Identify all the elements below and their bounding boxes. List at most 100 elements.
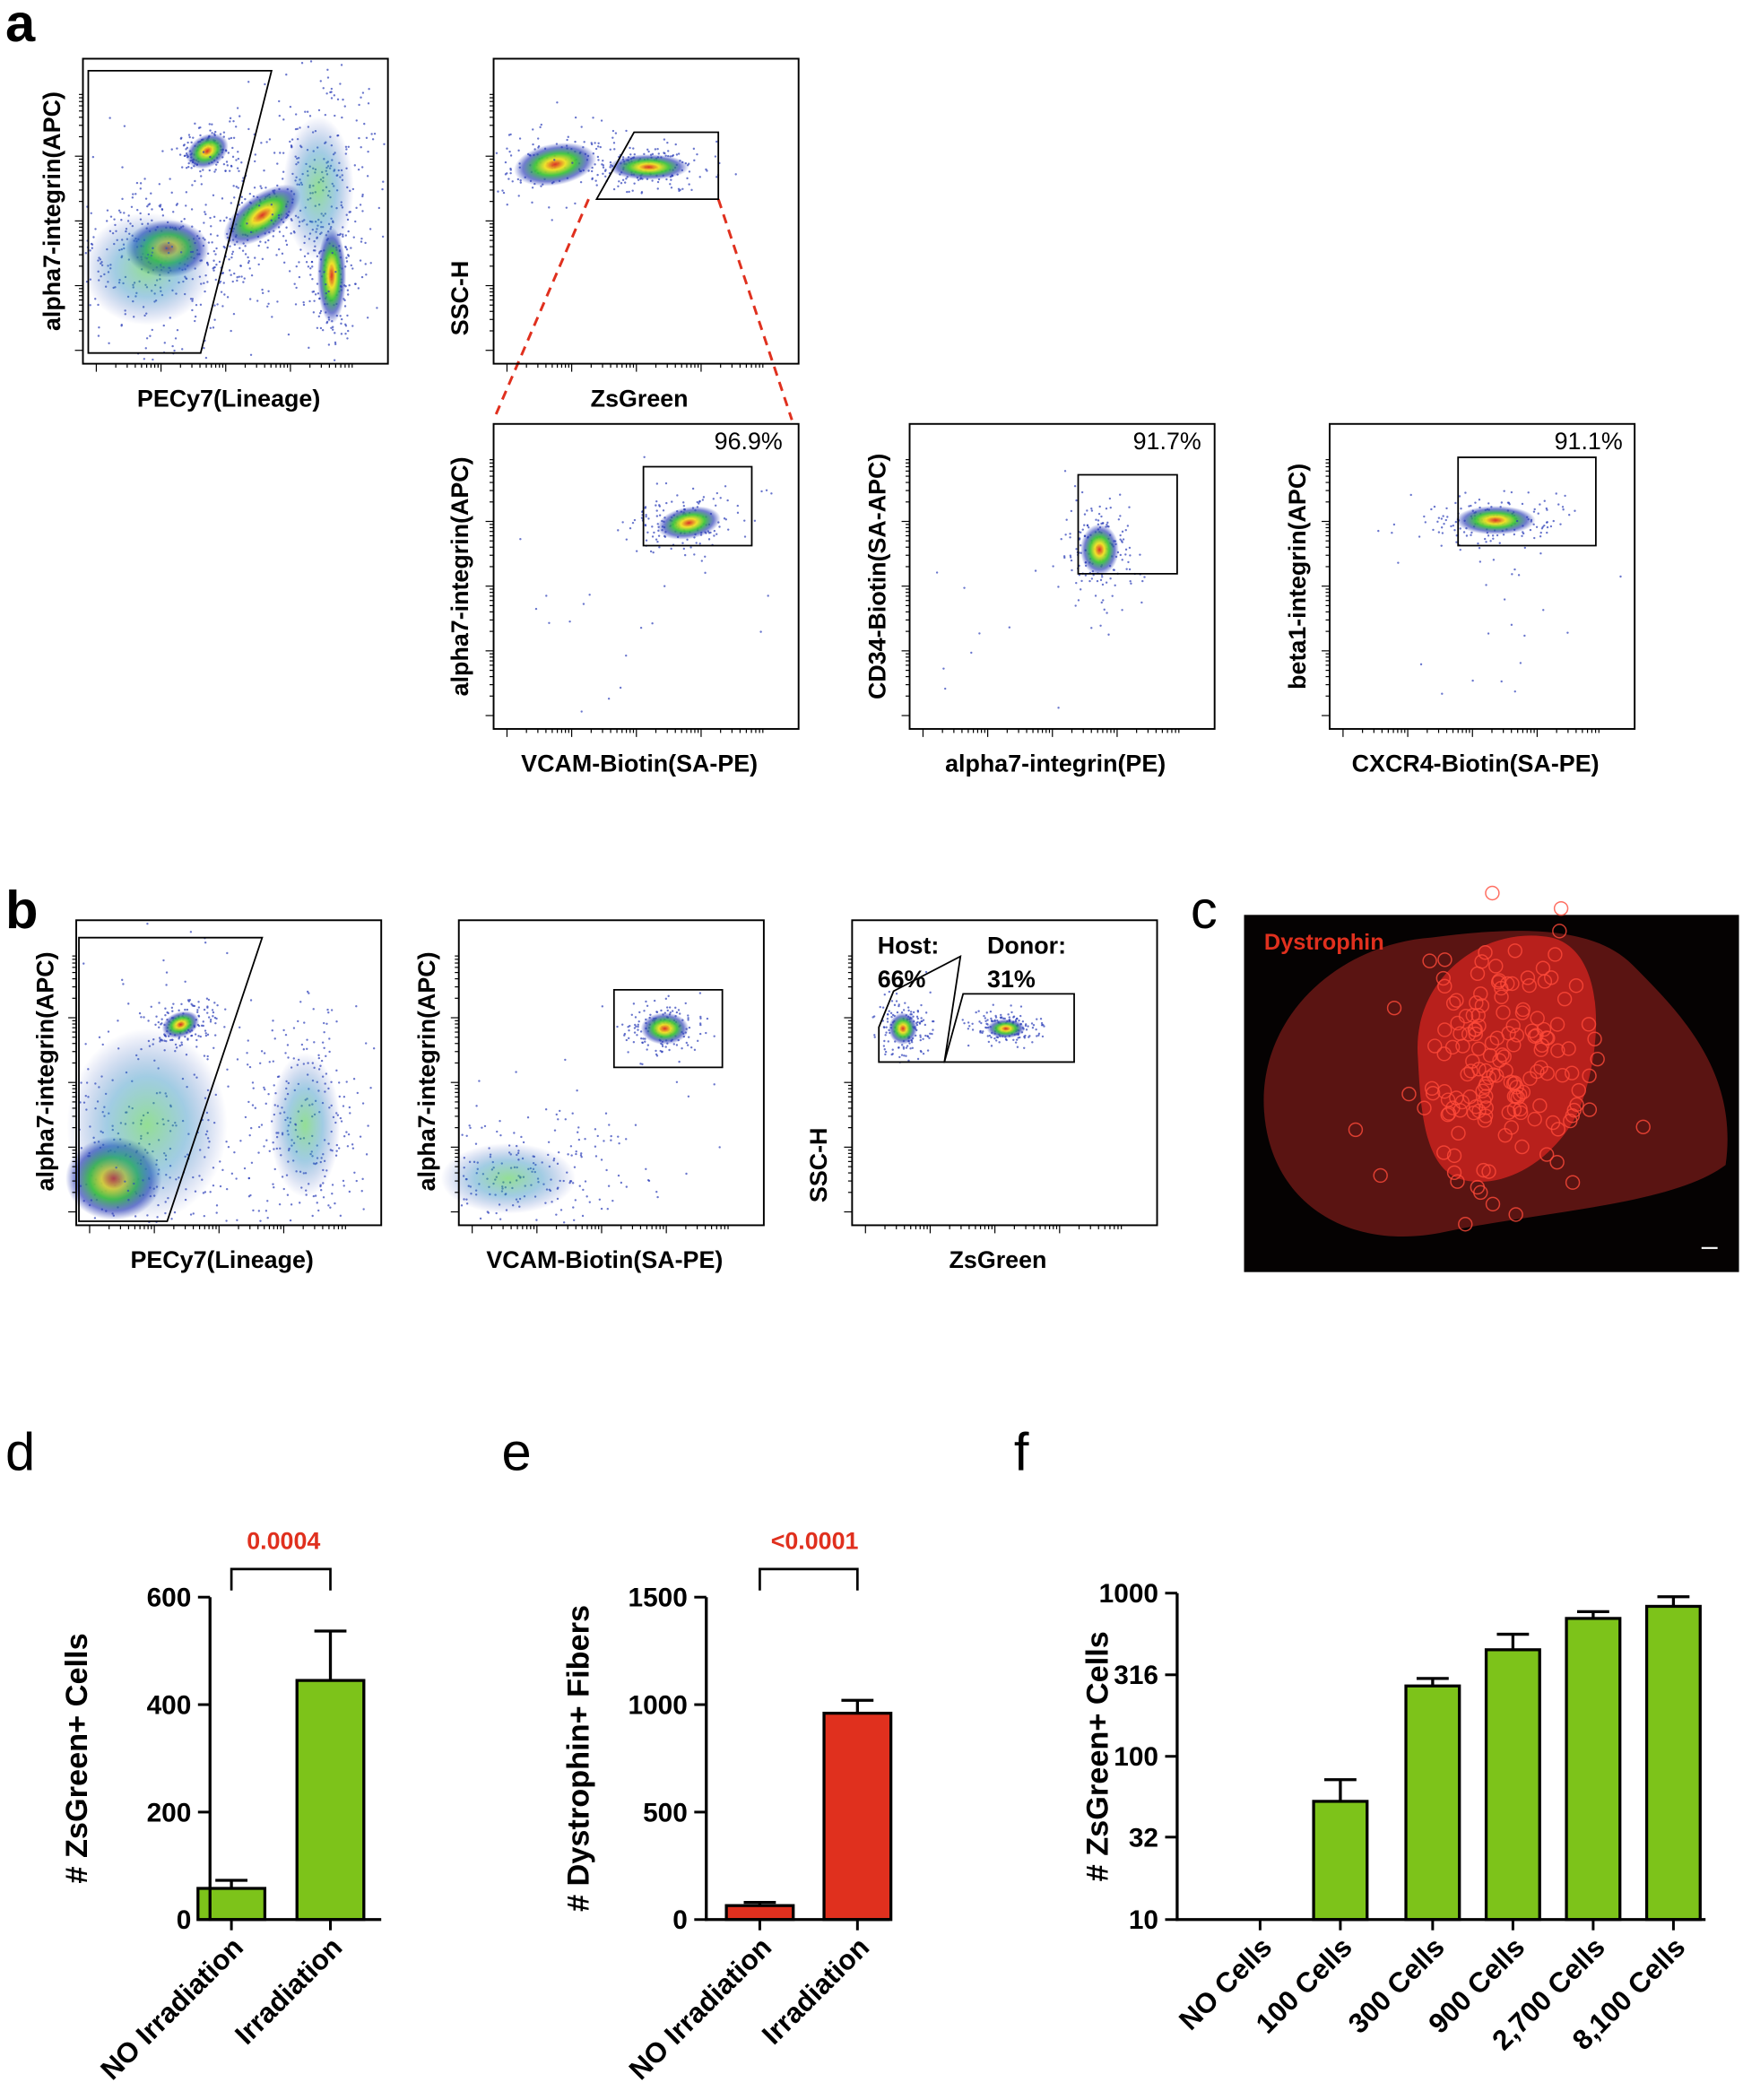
y-tick-label: 32 [1129,1823,1158,1853]
event-dot [278,114,282,117]
event-dot [312,1008,315,1011]
fiber [1449,1090,1464,1106]
fiber [1465,1008,1480,1023]
plot-frame [492,422,800,730]
event-dot [607,698,611,700]
event-dot [357,168,360,171]
event-dot [209,155,212,159]
event-dot [702,496,706,499]
event-dot [640,1037,643,1040]
event-dot [688,1036,690,1038]
event-dot [1140,601,1143,604]
event-dot [79,1185,82,1187]
event-dot [252,1209,255,1212]
event-dot [346,1145,350,1148]
event-dot [693,553,696,556]
error-bar [1496,1632,1530,1650]
event-dot [254,160,256,163]
event-dot [230,273,232,276]
fiber [1503,1074,1519,1089]
y-axis-label: SSC-H [805,1128,832,1203]
event-dot [1090,509,1094,512]
event-dot [1455,541,1458,543]
event-dot [621,178,625,181]
event-dot [325,291,327,295]
event-dot [961,1019,964,1021]
event-dot [221,305,224,308]
event-dot [324,1090,326,1093]
event-dot [197,1001,200,1003]
event-dot [612,187,616,191]
event-dot [360,1190,363,1193]
event-dot [246,1063,249,1066]
event-dot [338,1095,341,1098]
event-dot [197,1015,201,1018]
event-dot [372,1047,376,1050]
event-dot [334,270,337,273]
event-dot [353,1171,356,1175]
event-dot [1510,623,1513,627]
event-dot [568,1181,571,1185]
event-dot [698,502,700,505]
event-dot [208,169,211,172]
event-dot [216,303,219,306]
event-dot [1470,534,1472,536]
event-dot [188,999,192,1002]
event-dot [537,137,540,140]
event-dot [920,1050,923,1054]
fiber [1437,1022,1452,1037]
event-dot [243,277,246,280]
plot-frame [851,919,1158,1227]
event-dot [883,994,886,996]
zoom-line [492,198,590,421]
event-dot [602,166,605,169]
fiber [1506,1089,1522,1104]
event-dot [1542,609,1545,612]
event-dot [1119,515,1122,517]
event-dot [178,153,182,156]
event-dot [238,169,240,172]
y-tick-label: 500 [643,1798,688,1827]
event-dot [325,282,327,286]
event-dot [353,164,357,167]
event-dot [531,201,533,204]
event-dot [209,1020,212,1023]
event-dot [575,1152,577,1156]
event-dot [229,117,232,120]
event-dot [294,303,298,306]
event-dot [566,138,568,142]
event-dot [674,1006,677,1010]
event-dot [340,322,343,325]
event-dot [1036,1035,1038,1037]
fiber [1424,1080,1440,1097]
event-dot [335,1069,338,1072]
event-dot [719,497,722,499]
event-dot [211,1009,214,1011]
event-dot [460,1204,464,1207]
fiber [1635,1119,1651,1134]
event-dot [264,82,266,86]
event-dot [689,1046,693,1049]
event-dot [1077,599,1080,602]
event-dot [594,1155,598,1158]
event-dot [237,151,239,153]
event-dot [207,1016,211,1019]
event-dot [631,189,634,192]
event-dot [324,113,327,117]
event-dot [368,87,370,91]
event-dot [478,1080,481,1082]
event-dot [671,1010,674,1012]
event-dot [1377,529,1380,533]
event-dot [1008,626,1011,629]
event-dot [184,980,186,983]
event-dot [367,150,369,153]
event-dot [520,1135,523,1139]
event-dot [305,261,308,264]
event-dot [266,305,269,308]
fiber [1468,1099,1484,1115]
event-dot [660,1009,663,1012]
event-dot [334,1202,336,1205]
panel-label: d [5,1421,35,1481]
event-dot [992,1003,994,1006]
